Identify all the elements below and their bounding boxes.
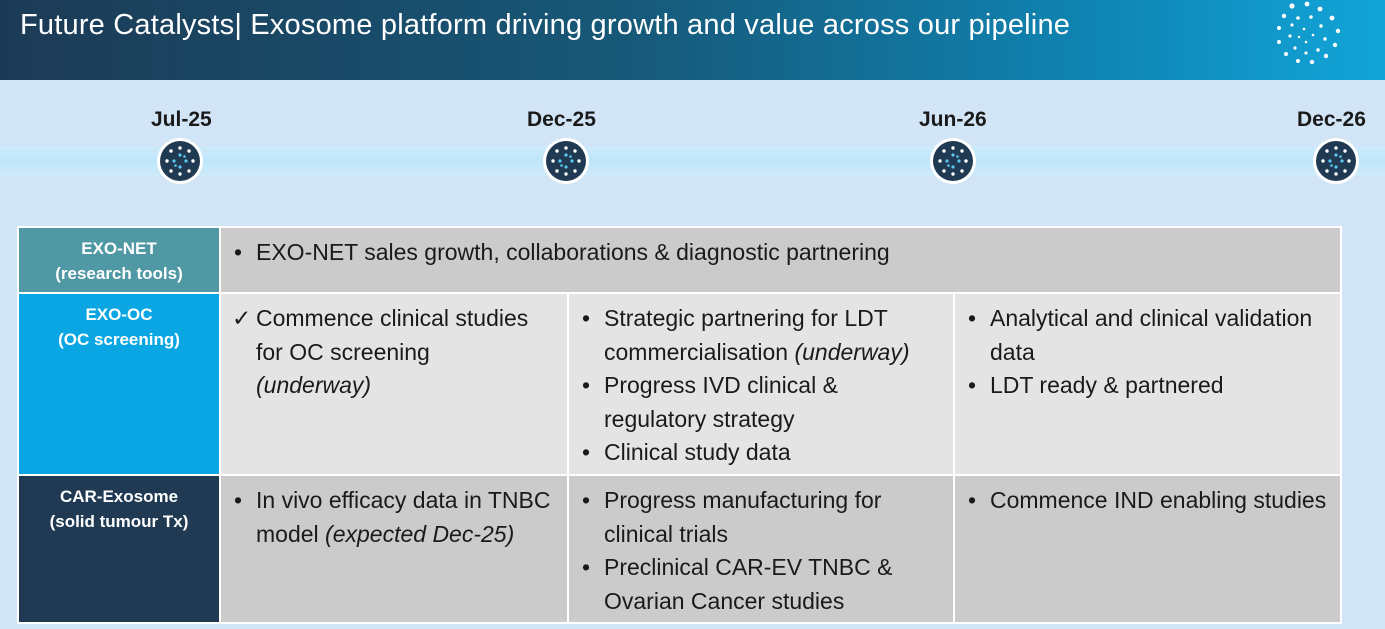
timeline-date-dec-26: Dec-26: [1297, 108, 1366, 131]
exo-oc-cell-1: Commence clinical studies for OC screeni…: [219, 292, 569, 476]
timeline-marker-icon: [543, 138, 589, 184]
table-row-exo-net: EXO-NET (research tools) EXO-NET sales g…: [17, 226, 1343, 294]
timeline-marker-icon: [930, 138, 976, 184]
row-header-exo-oc: EXO-OC (OC screening): [17, 292, 221, 476]
page-title: Future Catalysts| Exosome platform drivi…: [20, 9, 1071, 41]
row-subtitle: (research tools): [55, 264, 183, 283]
exosome-logo-icon: [1277, 1, 1341, 65]
list-item: Commence clinical studies for OC screeni…: [232, 302, 559, 403]
row-subtitle: (solid tumour Tx): [49, 512, 189, 531]
exo-net-cell: EXO-NET sales growth, collaborations & d…: [218, 226, 1343, 294]
car-exosome-cell-2: Progress manufacturing for clinical tria…: [567, 474, 955, 624]
list-item: Commence IND enabling studies: [967, 484, 1332, 518]
header-banner: Future Catalysts| Exosome platform drivi…: [0, 0, 1385, 80]
list-item: LDT ready & partnered: [967, 369, 1332, 403]
list-item: Clinical study data: [581, 436, 945, 470]
table-row-car-exosome: CAR-Exosome (solid tumour Tx) In vivo ef…: [17, 474, 1343, 624]
list-item: Analytical and clinical validation data: [967, 302, 1332, 369]
timeline-date-dec-25: Dec-25: [527, 108, 596, 131]
timeline-date-jul-25: Jul-25: [151, 108, 212, 131]
table-row-exo-oc: EXO-OC (OC screening) Commence clinical …: [17, 292, 1343, 476]
timeline-band: [0, 146, 1385, 176]
row-header-car-exosome: CAR-Exosome (solid tumour Tx): [17, 474, 221, 624]
list-item: Progress IVD clinical & regulatory strat…: [581, 369, 945, 436]
list-item: In vivo efficacy data in TNBC model (exp…: [233, 484, 559, 551]
exo-oc-cell-3: Analytical and clinical validation data …: [952, 292, 1343, 476]
exo-oc-cell-2: Strategic partnering for LDT commerciali…: [567, 292, 955, 476]
timeline-marker-icon: [1313, 138, 1359, 184]
row-subtitle: (OC screening): [58, 330, 180, 349]
catalyst-table: EXO-NET (research tools) EXO-NET sales g…: [17, 226, 1343, 624]
list-item: Progress manufacturing for clinical tria…: [581, 484, 945, 551]
list-item: Preclinical CAR-EV TNBC & Ovarian Cancer…: [581, 551, 945, 618]
row-title: EXO-OC: [85, 305, 153, 324]
row-title: CAR-Exosome: [59, 487, 179, 506]
car-exosome-cell-1: In vivo efficacy data in TNBC model (exp…: [219, 474, 569, 624]
row-header-exo-net: EXO-NET (research tools): [17, 226, 221, 294]
row-title: EXO-NET: [81, 239, 157, 258]
car-exosome-cell-3: Commence IND enabling studies: [952, 474, 1343, 624]
list-item: EXO-NET sales growth, collaborations & d…: [233, 236, 1332, 270]
timeline-date-jun-26: Jun-26: [919, 108, 987, 131]
list-item: Strategic partnering for LDT commerciali…: [581, 302, 945, 369]
timeline-marker-icon: [157, 138, 203, 184]
